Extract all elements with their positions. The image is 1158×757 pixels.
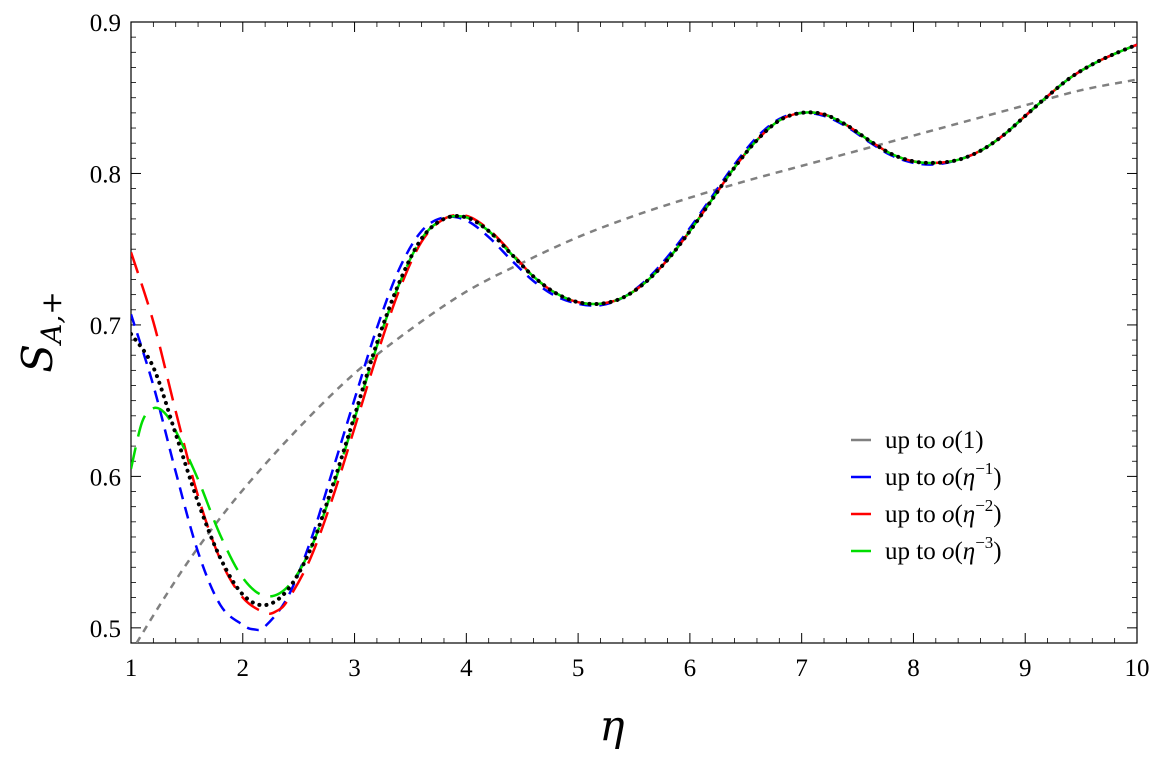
y-tick-label: 0.7 xyxy=(90,313,121,340)
series-line-o_eta3 xyxy=(131,43,1137,598)
legend-label: up to o(1) xyxy=(885,427,984,454)
y-tick-label: 0.6 xyxy=(90,464,121,491)
y-axis-label-main: S xyxy=(13,344,62,373)
legend-label: up to o(η−3) xyxy=(885,533,1002,565)
y-tick-label: 0.8 xyxy=(90,161,121,188)
legend-item: up to o(η−2) xyxy=(851,496,1002,528)
series-line-exact xyxy=(131,42,1137,608)
series-line-o_eta2 xyxy=(131,43,1137,616)
x-tick-label: 4 xyxy=(460,655,473,682)
x-tick-label: 9 xyxy=(1019,655,1032,682)
series-line-o1 xyxy=(135,78,1137,643)
series-layer xyxy=(131,42,1137,643)
x-tick-label: 2 xyxy=(237,655,250,682)
x-tick-label: 10 xyxy=(1125,655,1150,682)
y-axis-label: SA,+ xyxy=(13,291,68,372)
x-tick-label: 5 xyxy=(572,655,585,682)
x-tick-label: 6 xyxy=(684,655,697,682)
axis-ticks xyxy=(130,21,1138,644)
x-axis-label: η xyxy=(599,701,624,750)
legend-label: up to o(η−1) xyxy=(885,459,1002,491)
series-line-o_eta1 xyxy=(131,43,1137,632)
y-tick-label: 0.9 xyxy=(90,10,121,37)
legend-label: up to o(η−2) xyxy=(885,496,1002,528)
svg-text:SA,+: SA,+ xyxy=(13,291,68,372)
legend-item: up to o(η−3) xyxy=(851,533,1002,565)
x-tick-label: 7 xyxy=(795,655,808,682)
x-tick-label: 8 xyxy=(907,655,920,682)
legend: up to o(1) up to o(η−1) up to o(η−2) up to … xyxy=(851,427,1002,565)
x-tick-label: 1 xyxy=(125,655,138,682)
legend-item: up to o(η−1) xyxy=(851,459,1002,491)
tick-labels: 1 2 3 4 5 6 7 8 9 10 0.5 0.6 0.7 0.8 0.9 xyxy=(90,10,1150,682)
y-axis-label-sub: A,+ xyxy=(35,291,68,347)
y-tick-label: 0.5 xyxy=(90,616,121,643)
x-tick-label: 3 xyxy=(348,655,361,682)
legend-item: up to o(1) xyxy=(851,427,984,454)
